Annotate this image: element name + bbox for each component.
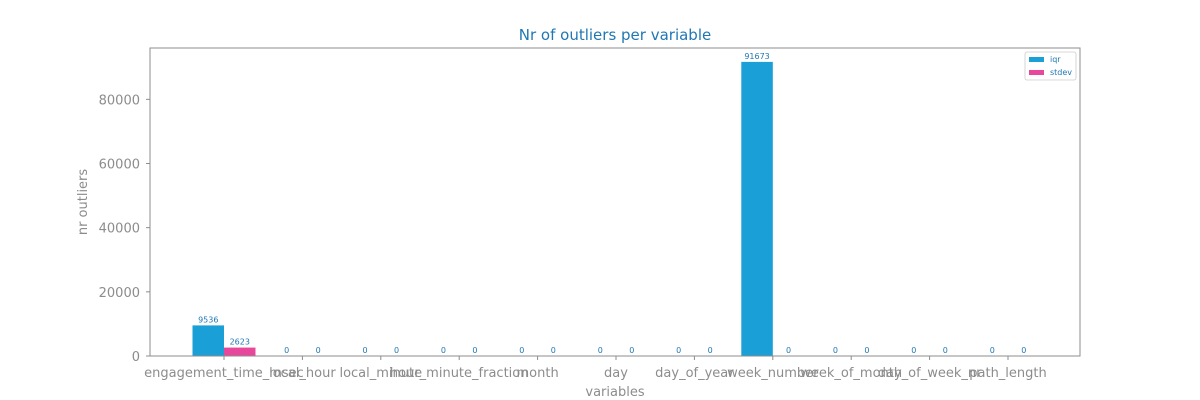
bar-value-label: 0 — [943, 346, 948, 355]
bar-value-label: 0 — [990, 346, 995, 355]
bar-value-label: 0 — [551, 346, 556, 355]
x-tick-label: engagement_time_msec — [144, 366, 304, 381]
x-tick-label: hour_minute_fraction — [390, 366, 529, 381]
bar-value-label: 0 — [441, 346, 446, 355]
bar-value-label: 0 — [284, 346, 289, 355]
bar-value-label: 0 — [786, 346, 791, 355]
bar-stdev — [224, 347, 256, 356]
y-axis-label: nr outliers — [76, 169, 91, 236]
bar-value-label: 0 — [864, 346, 869, 355]
bar-value-label: 0 — [1021, 346, 1026, 355]
y-tick-label: 40000 — [99, 222, 140, 237]
legend-label-iqr: iqr — [1050, 55, 1061, 64]
x-tick-label: week_of_month — [800, 366, 902, 381]
bar-value-label: 0 — [316, 346, 321, 355]
legend-swatch-stdev — [1029, 70, 1044, 75]
bar-value-label: 0 — [911, 346, 916, 355]
bar-value-label: 9536 — [198, 315, 218, 324]
y-tick-label: 80000 — [99, 93, 140, 108]
bar-value-label: 0 — [394, 346, 399, 355]
x-tick-label: day_of_year — [655, 366, 734, 381]
y-tick-label: 20000 — [99, 286, 140, 301]
x-tick-label: local_minute — [339, 366, 422, 381]
chart-title: Nr of outliers per variable — [519, 26, 711, 44]
plot-area: 9536 2623 0 0 0 0 0 0 0 0 0 0 0 0 91673 0 0 0 0 0 0 0 — [192, 52, 1026, 357]
y-tick-label: 60000 — [99, 158, 140, 173]
y-axis: 0 20000 40000 60000 80000 — [99, 93, 150, 365]
bar-value-label: 91673 — [744, 52, 769, 61]
legend: iqr stdev — [1024, 51, 1077, 81]
x-tick-label: week_number — [727, 366, 819, 381]
bar-value-label: 2623 — [230, 338, 250, 347]
bar-value-label: 0 — [519, 346, 524, 355]
bar-value-label: 0 — [598, 346, 603, 355]
bar-iqr — [741, 61, 773, 357]
bar-value-label: 0 — [708, 346, 713, 355]
x-tick-label: day — [604, 366, 628, 381]
legend-swatch-iqr — [1029, 57, 1044, 62]
bar-value-label: 0 — [676, 346, 681, 355]
bar-value-label: 0 — [472, 346, 477, 355]
bar-value-label: 0 — [629, 346, 634, 355]
x-tick-label: month — [516, 366, 558, 381]
bar-value-label: 0 — [363, 346, 368, 355]
plot-frame — [149, 47, 1081, 357]
y-tick-label: 0 — [132, 350, 140, 365]
bar-value-label: 0 — [833, 346, 838, 355]
x-axis-label: variables — [585, 385, 644, 400]
x-tick-label: path_length — [969, 366, 1047, 381]
bar-iqr — [192, 325, 224, 356]
x-tick-label: local_hour — [269, 366, 336, 381]
x-tick-label: day_of_week_nr — [878, 366, 982, 381]
legend-label-stdev: stdev — [1050, 68, 1072, 77]
